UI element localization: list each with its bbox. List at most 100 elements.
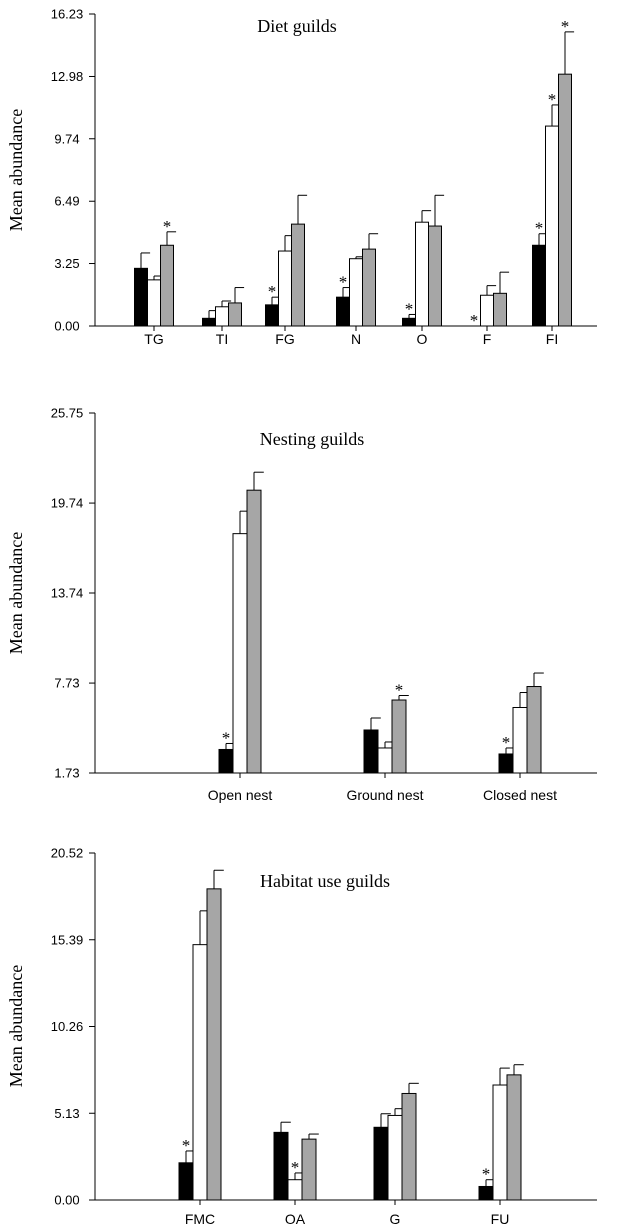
y-tick-label: 0.00 (54, 1193, 79, 1208)
x-category-label: TG (144, 331, 163, 347)
bar (134, 267, 148, 327)
x-category-label: FI (546, 331, 558, 347)
significance-star: * (405, 299, 414, 318)
bar (363, 729, 379, 774)
y-axis-title: Mean abundance (6, 965, 26, 1087)
bar (480, 294, 494, 327)
x-category-label: G (390, 1211, 401, 1227)
bar (278, 250, 292, 327)
significance-star: * (535, 219, 544, 238)
y-tick-label: 7.73 (54, 676, 79, 691)
bar (336, 296, 350, 327)
y-axis-title: Mean abundance (6, 109, 26, 231)
bar (218, 748, 234, 774)
significance-star: * (561, 17, 570, 36)
bar (160, 244, 174, 327)
bar (232, 533, 248, 774)
x-category-label: N (351, 331, 361, 347)
chart-title: Diet guilds (257, 16, 337, 36)
bar (287, 1179, 303, 1201)
bar (377, 747, 393, 774)
significance-star: * (395, 681, 404, 700)
bar (387, 1114, 403, 1201)
y-axis-title: Mean abundance (6, 532, 26, 654)
bar (202, 317, 216, 327)
nesting-guilds-chart: Nesting guilds Mean abundance 1.73 7.73 13… (6, 406, 597, 803)
y-tick-label: 0.00 (54, 319, 79, 334)
significance-star: * (268, 282, 277, 301)
bar (246, 489, 262, 774)
bar (147, 279, 161, 327)
bar (273, 1131, 289, 1201)
significance-star: * (548, 90, 557, 109)
diet-guilds-chart: Diet guilds Mean abundance 0.00 3.25 6.49 9… (6, 7, 597, 347)
x-category-label: Open nest (208, 787, 273, 803)
x-category-label: FG (275, 331, 294, 347)
x-category-label: TI (216, 331, 228, 347)
category-labels: TG TI FG N O F FI (144, 326, 558, 347)
category-labels: FMC OA G FU (185, 1200, 509, 1227)
y-tick-label: 10.26 (51, 1019, 84, 1034)
significance-star: * (291, 1158, 300, 1177)
y-ticks: 0.00 5.13 10.26 15.39 20.52 (51, 846, 95, 1208)
bar (401, 1092, 417, 1201)
bar (215, 306, 229, 327)
significance-star: * (182, 1136, 191, 1155)
y-tick-label: 6.49 (54, 194, 79, 209)
x-category-label: Ground nest (346, 787, 423, 803)
x-category-label: Closed nest (483, 787, 557, 803)
y-tick-label: 15.39 (51, 932, 84, 947)
y-ticks: 1.73 7.73 13.74 19.74 25.75 (51, 406, 95, 781)
bar (428, 225, 442, 327)
bar (526, 686, 542, 774)
bar (415, 221, 429, 327)
bars: * * * (218, 471, 544, 774)
significance-star: * (482, 1165, 491, 1184)
bar (362, 248, 376, 327)
x-category-label: O (417, 331, 428, 347)
y-tick-label: 13.74 (51, 586, 84, 601)
significance-star: * (502, 733, 511, 752)
bar (545, 125, 559, 327)
bar (478, 1185, 494, 1201)
bar (178, 1162, 194, 1201)
y-tick-label: 9.74 (54, 131, 79, 146)
bar (228, 302, 242, 327)
significance-star: * (339, 273, 348, 292)
y-tick-label: 3.25 (54, 256, 79, 271)
bar (498, 753, 514, 774)
y-ticks: 0.00 3.25 6.49 9.74 12.98 16.23 (51, 7, 95, 334)
y-tick-label: 25.75 (51, 406, 84, 421)
x-category-label: OA (285, 1211, 306, 1227)
bar (291, 223, 305, 327)
chart-title: Nesting guilds (260, 429, 365, 449)
y-tick-label: 16.23 (51, 7, 84, 22)
bars: * * * * * * * * (134, 17, 575, 330)
y-tick-label: 19.74 (51, 496, 84, 511)
bar (373, 1126, 389, 1201)
y-tick-label: 12.98 (51, 69, 84, 84)
x-category-label: FMC (185, 1211, 215, 1227)
y-tick-label: 1.73 (54, 766, 79, 781)
chart-title: Habitat use guilds (260, 871, 390, 891)
bar (532, 244, 546, 327)
bar (206, 888, 222, 1201)
bar (506, 1074, 522, 1201)
significance-star: * (163, 217, 172, 236)
y-tick-label: 20.52 (51, 846, 84, 861)
bar (512, 707, 528, 774)
significance-star: * (222, 728, 231, 747)
significance-star: * (470, 311, 479, 330)
bars: * * * (178, 869, 524, 1201)
habitat-use-guilds-chart: Habitat use guilds Mean abundance 0.00 5.… (6, 846, 597, 1227)
bar (493, 292, 507, 327)
bar (492, 1084, 508, 1201)
category-labels: Open nest Ground nest Closed nest (208, 773, 557, 803)
bar (558, 73, 572, 327)
y-tick-label: 5.13 (54, 1106, 79, 1121)
bar (391, 699, 407, 774)
bar (301, 1138, 317, 1201)
bar (349, 258, 363, 327)
bar (192, 944, 208, 1201)
